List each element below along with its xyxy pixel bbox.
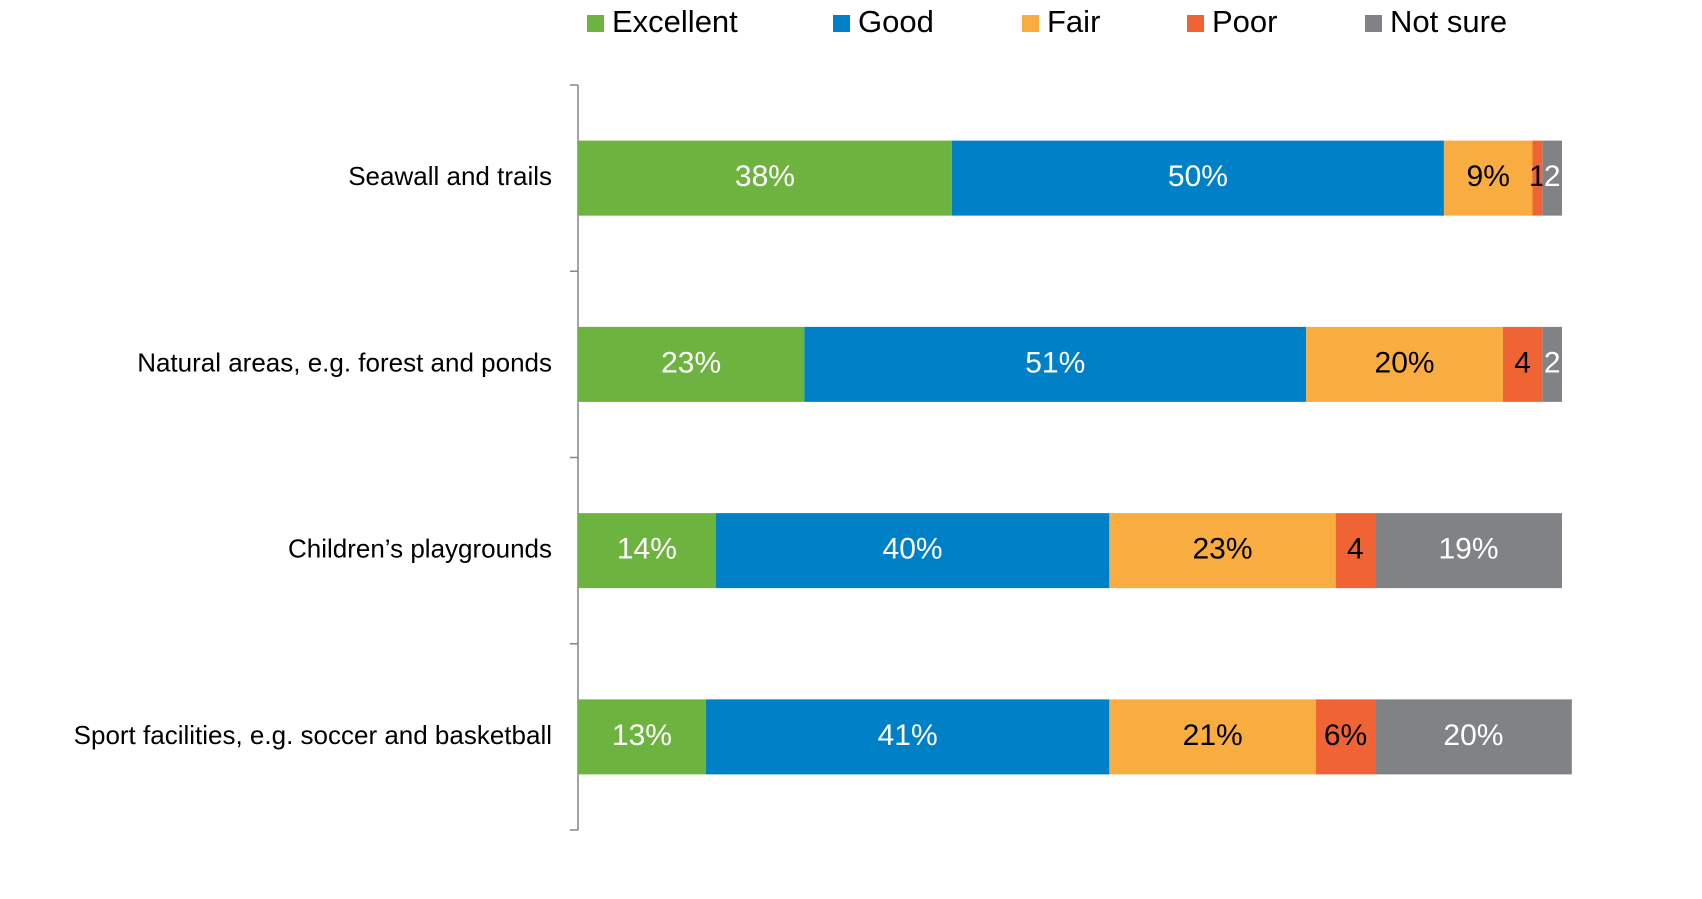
bar-segment [1502, 326, 1543, 402]
bar-segment [715, 513, 1110, 589]
bar-segment [1375, 699, 1572, 775]
data-label: 40% [883, 533, 943, 566]
bar-segment [1109, 699, 1316, 775]
data-label: 23% [1192, 533, 1252, 566]
data-label: 23% [661, 346, 721, 379]
bar-segment [578, 699, 706, 775]
data-label: 6% [1324, 719, 1367, 752]
legend-swatch [1187, 15, 1204, 32]
legend-label: Poor [1212, 4, 1277, 39]
legend-label: Not sure [1390, 4, 1507, 39]
bar-segment [578, 326, 805, 402]
bar-segment [578, 140, 952, 216]
data-label: 4 [1514, 346, 1531, 379]
category-label: Sport facilities, e.g. soccer and basket… [74, 720, 552, 750]
data-label: 38% [735, 160, 795, 193]
category-label: Seawall and trails [348, 161, 552, 191]
bar-segment [1542, 326, 1562, 402]
bar-segment [1109, 513, 1336, 589]
bar-segment [705, 699, 1110, 775]
data-label: 2 [1544, 160, 1561, 193]
legend-swatch [1022, 15, 1039, 32]
category-label: Children’s playgrounds [288, 534, 552, 564]
bar-segment [1306, 326, 1503, 402]
bar-segment [804, 326, 1307, 402]
data-label: 21% [1183, 719, 1243, 752]
data-label: 41% [878, 719, 938, 752]
data-label: 14% [617, 533, 677, 566]
bar-segment [1443, 140, 1533, 216]
data-label: 20% [1375, 346, 1435, 379]
data-label: 4 [1347, 533, 1364, 566]
bar-segment [578, 513, 716, 589]
bar-segment [1375, 513, 1562, 589]
legend-label: Excellent [612, 4, 738, 39]
bar-segment [1316, 699, 1376, 775]
legend-label: Good [858, 4, 934, 39]
category-label: Natural areas, e.g. forest and ponds [137, 347, 552, 377]
data-label: 2 [1544, 346, 1561, 379]
data-label: 19% [1438, 533, 1498, 566]
legend-label: Fair [1047, 4, 1100, 39]
legend-swatch [587, 15, 604, 32]
bar-segment [1335, 513, 1376, 589]
data-label: 9% [1467, 160, 1510, 193]
legend-swatch [1365, 15, 1382, 32]
bar-segment [1542, 140, 1562, 216]
data-label: 51% [1025, 346, 1085, 379]
bar-segment [1532, 140, 1543, 216]
bar-segment [951, 140, 1444, 216]
data-label: 1 [1529, 160, 1546, 193]
data-label: 50% [1168, 160, 1228, 193]
legend-swatch [833, 15, 850, 32]
data-label: 20% [1443, 719, 1503, 752]
data-label: 13% [612, 719, 672, 752]
